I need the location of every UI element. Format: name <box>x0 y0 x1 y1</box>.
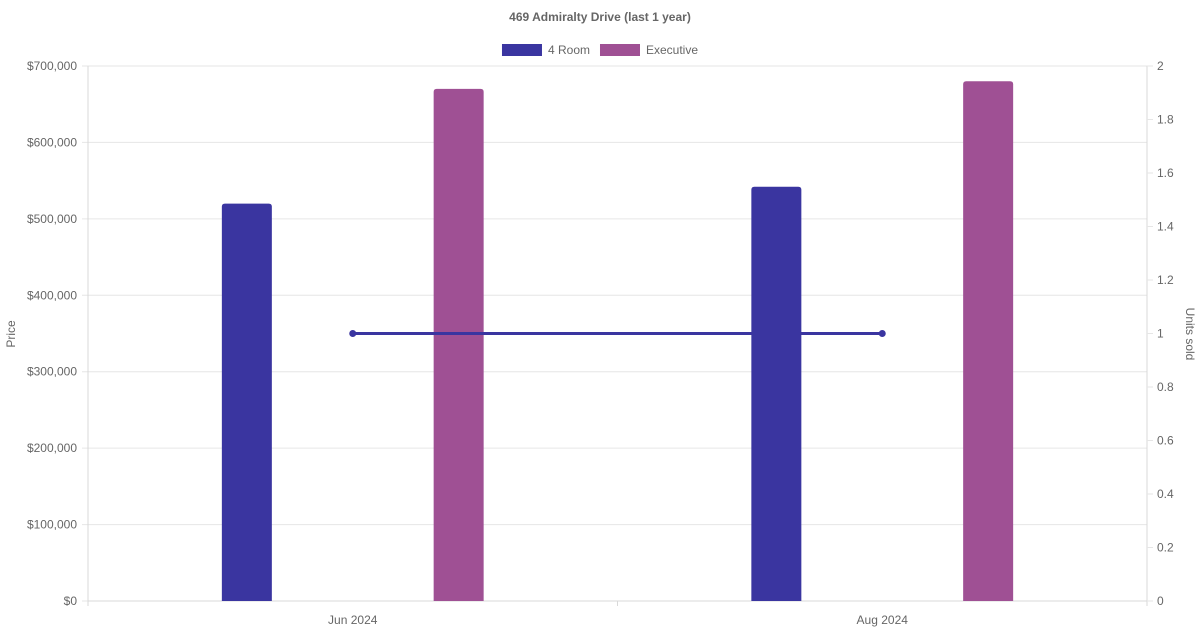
right-tick-label: 2 <box>1157 59 1164 73</box>
right-y-axis: 0 0.2 0.4 0.6 0.8 1 1.2 1.4 1.6 1.8 2 <box>1147 59 1174 608</box>
left-tick-label: $100,000 <box>27 518 77 532</box>
right-tick-label: 0.8 <box>1157 380 1174 394</box>
legend-item-4-room[interactable]: 4 Room <box>501 43 590 57</box>
left-tick-label: $700,000 <box>27 59 77 73</box>
legend-item-executive[interactable]: Executive <box>599 43 698 57</box>
bar-4-room-aug-2024 <box>751 186 802 601</box>
legend-swatch <box>599 44 640 56</box>
legend: 4 Room Executive <box>501 43 698 57</box>
left-tick-label: $600,000 <box>27 135 77 149</box>
left-tick-label: $500,000 <box>27 212 77 226</box>
right-tick-label: 1.4 <box>1157 220 1174 234</box>
bar-executive-jun-2024 <box>433 88 484 601</box>
units-point <box>878 330 886 337</box>
left-tick-label: $400,000 <box>27 288 77 302</box>
bar-executive-aug-2024 <box>963 81 1014 602</box>
left-y-axis: $0 $100,000 $200,000 $300,000 $400,000 $500,0… <box>27 59 77 608</box>
chart-title: 469 Admiralty Drive (last 1 year) <box>509 10 691 24</box>
legend-label: 4 Room <box>548 43 590 57</box>
units-line <box>349 330 886 337</box>
right-tick-label: 1.8 <box>1157 113 1174 127</box>
right-tick-label: 1.2 <box>1157 273 1174 287</box>
right-tick-label: 0 <box>1157 594 1164 608</box>
x-tick-label: Aug 2024 <box>857 613 909 627</box>
right-tick-label: 1 <box>1157 327 1164 341</box>
right-tick-label: 1.6 <box>1157 166 1174 180</box>
left-tick-label: $200,000 <box>27 441 77 455</box>
legend-label: Executive <box>646 43 698 57</box>
x-axis: Jun 2024 Aug 2024 <box>87 601 909 627</box>
right-tick-label: 0.4 <box>1157 487 1174 501</box>
right-tick-label: 0.6 <box>1157 434 1174 448</box>
x-tick-label: Jun 2024 <box>328 613 378 627</box>
left-tick-label: $0 <box>64 594 78 608</box>
left-axis-title: Price <box>4 320 18 348</box>
bars <box>221 81 1014 602</box>
right-tick-label: 0.2 <box>1157 541 1174 555</box>
bar-4-room-jun-2024 <box>221 203 272 602</box>
right-axis-title: Units sold <box>1183 308 1197 361</box>
left-tick-label: $300,000 <box>27 365 77 379</box>
units-point <box>349 330 357 337</box>
legend-swatch <box>501 44 542 56</box>
